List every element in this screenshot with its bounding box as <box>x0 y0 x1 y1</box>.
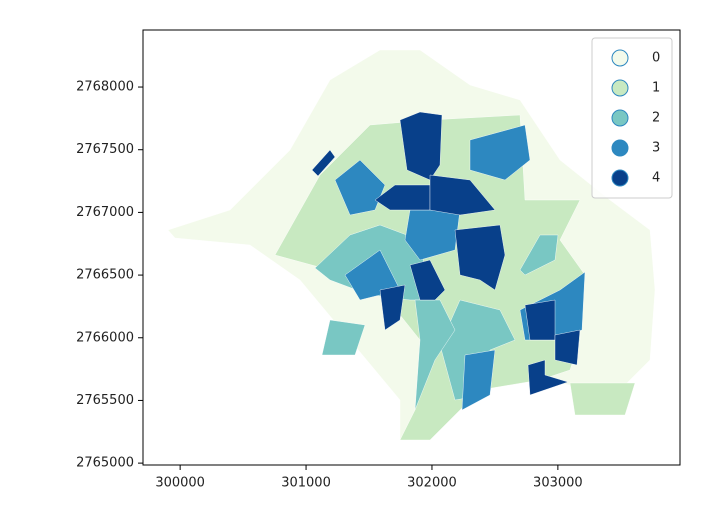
region <box>469 124 531 181</box>
region <box>379 284 406 331</box>
legend-marker <box>611 109 629 127</box>
y-tick-label: 2767500 <box>76 142 134 157</box>
legend-marker <box>611 79 629 97</box>
legend-marker <box>611 49 629 67</box>
x-tick-label: 300000 <box>155 476 205 491</box>
y-tick-label: 2765500 <box>76 393 134 408</box>
legend-label: 1 <box>652 81 660 96</box>
legend-label: 3 <box>652 141 660 156</box>
y-tick-label: 2768000 <box>76 80 134 95</box>
legend-label: 4 <box>652 171 660 186</box>
legend: 0 1 2 3 4 <box>591 37 673 199</box>
region <box>454 224 506 291</box>
legend-label: 0 <box>652 51 660 66</box>
y-tick-label: 2766000 <box>76 330 134 345</box>
legend-label: 2 <box>652 111 660 126</box>
region <box>519 234 559 276</box>
x-tick-label: 301000 <box>281 476 331 491</box>
regions <box>167 49 656 441</box>
y-tick-label: 2767000 <box>76 205 134 220</box>
region <box>409 259 446 301</box>
region <box>414 299 456 411</box>
region <box>429 174 496 216</box>
x-tick-label: 302000 <box>407 476 457 491</box>
region <box>569 382 636 416</box>
region <box>399 111 443 181</box>
region <box>527 359 569 396</box>
region <box>321 319 366 356</box>
y-tick-label: 2766500 <box>76 268 134 283</box>
x-tick-label: 303000 <box>533 476 583 491</box>
region <box>554 329 581 366</box>
axes-frame <box>142 29 681 466</box>
region <box>461 349 496 411</box>
region <box>311 149 336 177</box>
legend-marker <box>611 169 629 187</box>
region <box>524 299 556 341</box>
legend-marker <box>611 139 629 157</box>
y-tick-label: 2765000 <box>76 456 134 471</box>
legend-box <box>591 37 673 199</box>
